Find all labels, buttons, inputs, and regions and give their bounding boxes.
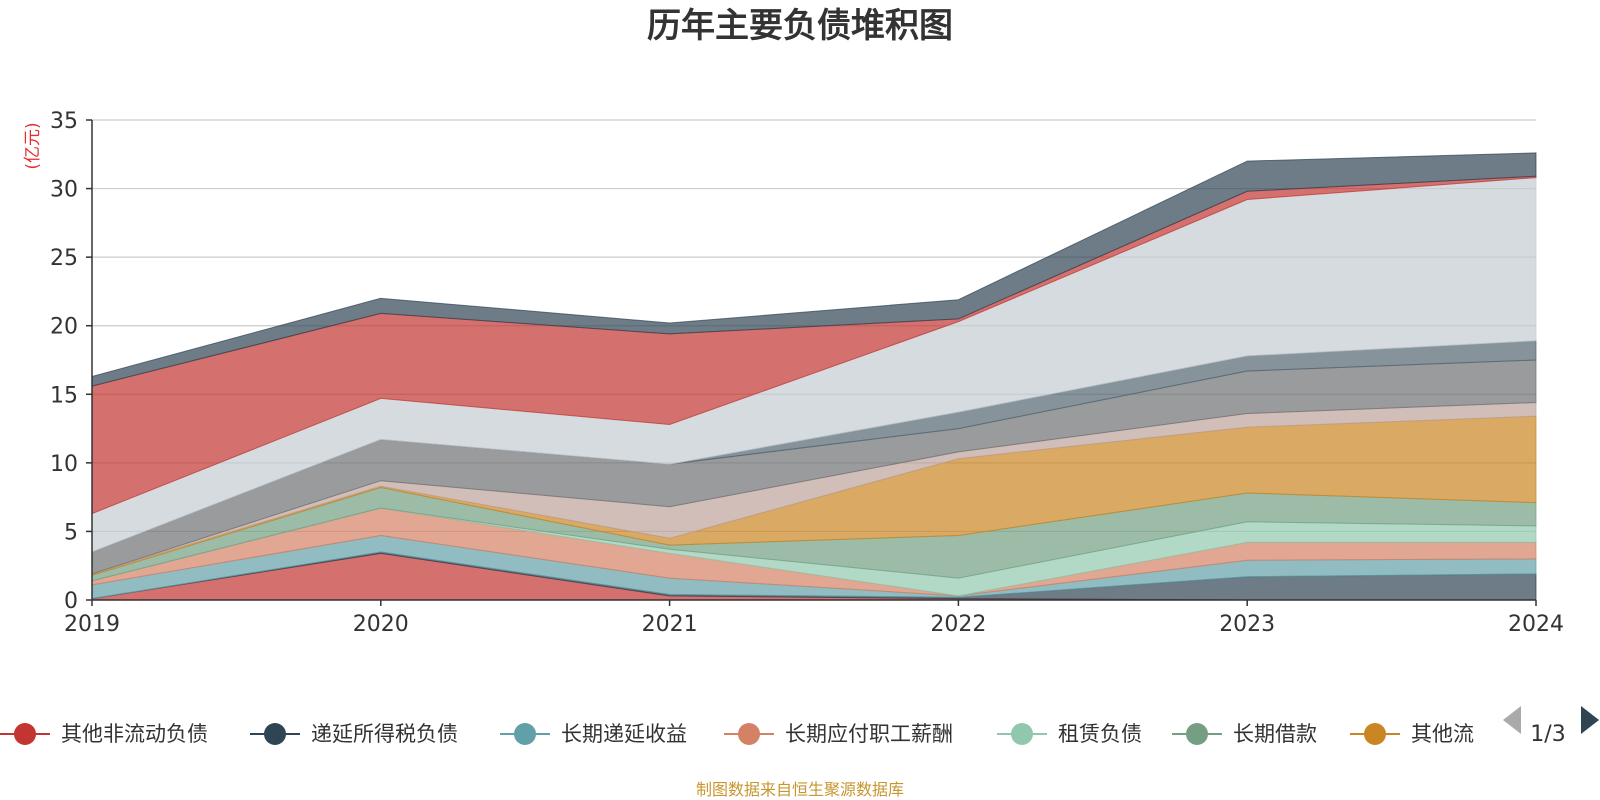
area-series-12[interactable]	[91, 152, 1537, 387]
legend-prev-arrow-icon[interactable]	[1503, 706, 1521, 734]
legend-marker-icon	[14, 723, 36, 745]
x-tick-label: 2021	[642, 612, 698, 637]
legend-label: 租赁负债	[1058, 722, 1142, 746]
x-tick-label: 2019	[64, 612, 120, 637]
legend-marker-icon	[1364, 723, 1386, 745]
legend-marker-icon	[1011, 723, 1033, 745]
legend-label: 递延所得税负债	[311, 722, 458, 746]
x-tick-label: 2020	[353, 612, 409, 637]
legend-label: 其他非流动负债	[61, 722, 208, 746]
y-tick-label: 20	[50, 315, 78, 340]
y-axis-unit-label: (亿元)	[23, 122, 43, 169]
legend-pager: 1/3	[1503, 706, 1599, 747]
x-tick-label: 2022	[930, 612, 986, 637]
legend-label: 长期借款	[1233, 722, 1317, 746]
legend: 其他非流动负债 递延所得税负债 长期递延收益 长期应付职工薪酬 租赁负债 长期借款 其他流	[0, 722, 1474, 746]
legend-item[interactable]: 长期递延收益	[500, 722, 687, 746]
legend-item[interactable]: 递延所得税负债	[250, 722, 458, 746]
legend-item[interactable]: 长期借款	[1172, 722, 1317, 746]
legend-item[interactable]: 租赁负债	[997, 722, 1142, 746]
legend-page-indicator: 1/3	[1530, 722, 1565, 747]
legend-marker-icon	[738, 723, 760, 745]
legend-marker-icon	[1186, 723, 1208, 745]
legend-marker-icon	[514, 723, 536, 745]
legend-label: 长期递延收益	[561, 722, 687, 746]
legend-next-arrow-icon[interactable]	[1581, 706, 1599, 734]
legend-item[interactable]: 长期应付职工薪酬	[724, 722, 953, 746]
y-tick-label: 25	[50, 246, 78, 271]
y-tick-label: 0	[64, 589, 78, 614]
x-tick-label: 2023	[1219, 612, 1275, 637]
legend-item[interactable]: 其他非流动负债	[0, 722, 208, 746]
legend-label: 长期应付职工薪酬	[785, 722, 953, 746]
stacked-areas	[91, 152, 1537, 601]
data-source-note: 制图数据来自恒生聚源数据库	[696, 780, 904, 799]
legend-label: 其他流	[1411, 722, 1474, 746]
x-tick-label: 2024	[1508, 612, 1564, 637]
legend-marker-icon	[264, 723, 286, 745]
y-tick-label: 30	[50, 178, 78, 203]
axes: 0 5 10 15 20 25 30 35 2019 2020 2021 2022 2023 2024	[50, 109, 1564, 637]
y-tick-label: 10	[50, 452, 78, 477]
legend-item[interactable]: 其他流	[1350, 722, 1474, 746]
y-tick-label: 5	[64, 520, 78, 545]
chart-title: 历年主要负债堆积图	[647, 6, 953, 46]
y-tick-label: 15	[50, 383, 78, 408]
y-tick-label: 35	[50, 109, 78, 134]
